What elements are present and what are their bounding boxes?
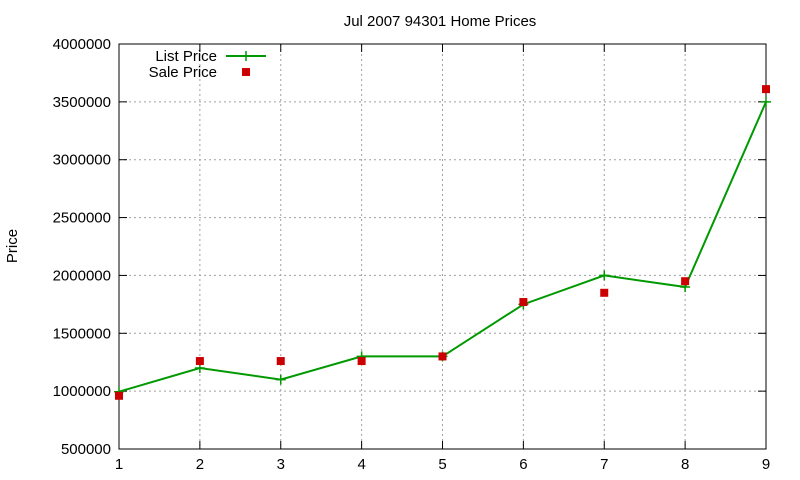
list-price-point — [599, 270, 610, 281]
y-tick-label: 1000000 — [53, 383, 111, 400]
sale-price-point — [519, 298, 528, 307]
sale-price-point — [438, 352, 447, 361]
y-tick-labels: 500000 1000000 1500000 2000000 2500000 300000… — [53, 36, 111, 458]
x-tick-label: 8 — [681, 456, 689, 473]
sale-price-point — [115, 391, 123, 400]
legend-square-marker — [242, 68, 250, 76]
y-tick-label: 1500000 — [53, 325, 111, 342]
legend-label: Sale Price — [149, 64, 217, 81]
y-tick-label: 2500000 — [53, 210, 111, 227]
list-price-point — [761, 96, 771, 107]
y-tick-label: 4000000 — [53, 36, 111, 53]
sale-price-point — [600, 288, 609, 297]
list-price-point — [275, 374, 286, 385]
y-tick-label: 3000000 — [53, 152, 111, 169]
grid-lines — [118, 43, 767, 450]
plot-frame — [118, 43, 767, 450]
sale-price-point — [276, 357, 285, 366]
x-tick-label: 5 — [438, 456, 446, 473]
sale-price-point — [762, 85, 770, 94]
y-tick-label: 3500000 — [53, 94, 111, 111]
x-tick-label: 1 — [115, 456, 123, 473]
x-tick-label: 4 — [357, 456, 365, 473]
x-tick-label: 3 — [277, 456, 285, 473]
x-tick-label: 2 — [196, 456, 204, 473]
chart-title: Jul 2007 94301 Home Prices — [344, 13, 537, 30]
y-axis-label: Price — [4, 229, 21, 263]
x-tick-labels: 1 2 3 4 5 6 7 8 9 — [115, 456, 770, 473]
legend-cross-marker — [241, 51, 251, 61]
y-tick-label: 500000 — [61, 441, 111, 458]
series-layer — [114, 85, 771, 400]
x-tick-label: 6 — [519, 456, 527, 473]
legend-label: List Price — [155, 48, 217, 65]
sale-price-point — [357, 357, 366, 366]
sale-price-point — [681, 277, 690, 286]
x-tick-label: 7 — [600, 456, 608, 473]
y-tick-label: 2000000 — [53, 267, 111, 284]
sale-price-point — [195, 357, 204, 366]
x-tick-label: 9 — [762, 456, 770, 473]
